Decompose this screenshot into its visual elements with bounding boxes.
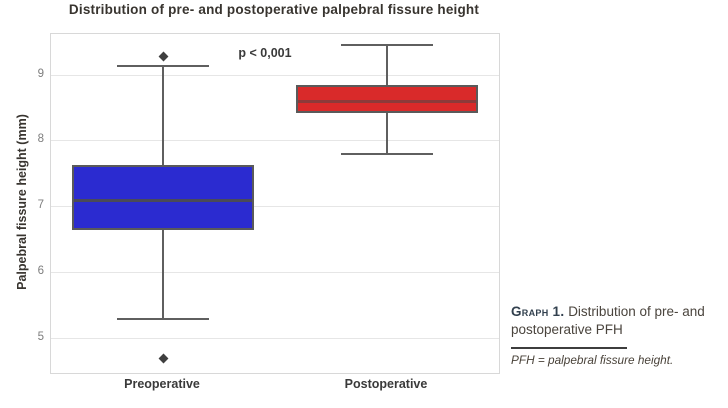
- median-line-preoperative: [74, 199, 252, 203]
- chart-title: Distribution of pre- and postoperative p…: [68, 2, 480, 17]
- gridline: [51, 271, 499, 273]
- whisker-cap-upper-preoperative: [117, 65, 209, 68]
- whisker-line-upper-postoperative: [386, 44, 388, 86]
- box-preoperative: [72, 164, 254, 231]
- y-tick-label: 7: [37, 199, 44, 212]
- box-postoperative: [296, 85, 478, 114]
- caption-divider: [511, 347, 627, 349]
- y-tick-label: 6: [37, 264, 44, 277]
- gridline: [51, 337, 499, 339]
- p-value-annotation: p < 0,001: [238, 46, 292, 60]
- gridline: [51, 74, 499, 76]
- x-category-label-postoperative: Postoperative: [344, 377, 428, 391]
- median-line-postoperative: [298, 100, 476, 104]
- plot-area: [50, 33, 500, 374]
- caption-text: Graph 1. Distribution of pre- and postop…: [511, 303, 728, 339]
- figure-caption: Graph 1. Distribution of pre- and postop…: [511, 303, 728, 367]
- whisker-cap-upper-postoperative: [341, 43, 433, 46]
- y-tick-label: 5: [37, 330, 44, 343]
- x-category-label-preoperative: Preoperative: [124, 377, 200, 391]
- caption-label: Graph 1.: [511, 304, 565, 319]
- whisker-cap-lower-preoperative: [117, 318, 209, 321]
- whisker-line-upper-preoperative: [162, 66, 164, 165]
- whisker-cap-lower-postoperative: [341, 153, 433, 156]
- whisker-line-lower-preoperative: [162, 230, 164, 320]
- gridline: [51, 206, 499, 208]
- outlier-diamond-preoperative: [158, 353, 168, 364]
- caption-body: Distribution of pre- and postoperative P…: [511, 304, 705, 337]
- outlier-diamond-preoperative: [158, 51, 168, 62]
- y-tick-label: 8: [37, 133, 44, 146]
- caption-footnote: PFH = palpebral fissure height.: [511, 353, 674, 367]
- whisker-line-lower-postoperative: [386, 113, 388, 155]
- gridline: [51, 140, 499, 142]
- y-tick-label: 9: [37, 67, 44, 80]
